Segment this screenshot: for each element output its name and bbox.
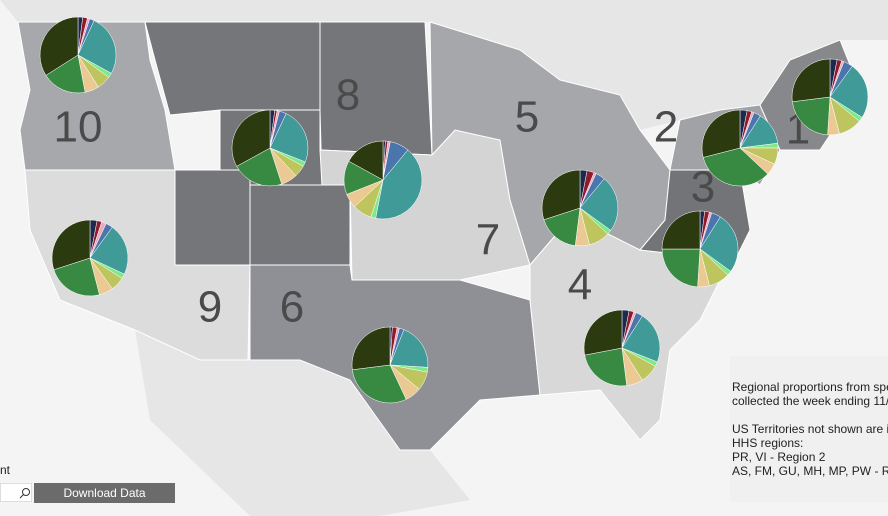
note-box: Regional proportions from spe collected t… (730, 356, 888, 502)
pie-slice (351, 326, 391, 371)
pie-slice (661, 248, 701, 288)
region-label: 10 (54, 103, 103, 152)
spacer (730, 356, 888, 380)
pie-slice (236, 147, 283, 187)
pie-slice (661, 210, 701, 250)
region-label: 5 (515, 93, 539, 142)
pie-slice (375, 149, 423, 220)
mexico (135, 330, 470, 516)
pie-slice (231, 109, 271, 167)
pie-slice (702, 147, 769, 187)
pie-slice (583, 309, 623, 356)
region-label: 8 (336, 71, 360, 120)
pie-slice (45, 54, 86, 94)
pie-slice (269, 113, 309, 163)
pie-slice (829, 65, 869, 118)
pie-slice (352, 364, 407, 404)
pie-slice (53, 257, 100, 297)
pies (39, 16, 869, 404)
pie-slice (39, 16, 79, 76)
pie-slice (51, 219, 91, 271)
pie-slice (389, 329, 429, 368)
pie-slice (792, 96, 831, 136)
note-line: US Territories not shown are i (732, 422, 888, 436)
note-line: collected the week ending 11/ (732, 394, 888, 408)
search-label: nt (0, 463, 11, 477)
note-line (730, 408, 888, 422)
pie-slice (699, 216, 739, 272)
canada (0, 0, 888, 130)
search-icon (19, 488, 30, 499)
region-9 (24, 169, 251, 361)
region-label: 6 (280, 283, 304, 332)
search-input[interactable] (0, 483, 32, 502)
pie-slice (584, 347, 628, 387)
pie-slice (791, 58, 831, 103)
note-line: AS, FM, GU, MH, MP, PW - R (732, 464, 888, 478)
pie-slice (348, 140, 384, 181)
region-label: 2 (654, 103, 678, 152)
pie-slice (579, 178, 619, 231)
pie-slice (701, 109, 741, 158)
region-label: 4 (568, 261, 592, 310)
pie-slice (543, 207, 581, 246)
note-line: HHS regions: (732, 436, 804, 450)
region-label: 9 (198, 283, 222, 332)
note-line: Regional proportions from spe (732, 380, 888, 394)
pie-slice (621, 315, 661, 363)
pie-slice (541, 169, 581, 221)
download-button[interactable]: Download Data (34, 483, 175, 503)
note-line: PR, VI - Region 2 (732, 450, 826, 464)
region-label: 7 (476, 216, 500, 265)
